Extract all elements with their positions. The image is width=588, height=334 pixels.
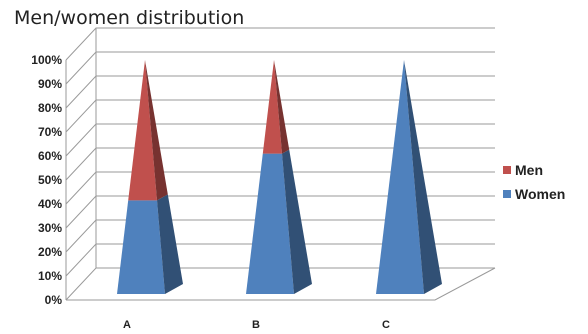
legend-label-men: Men bbox=[515, 162, 543, 178]
gridlines bbox=[65, 27, 496, 301]
segment-side-B-men bbox=[274, 60, 290, 154]
segment-A-men bbox=[128, 60, 157, 201]
x-tick-label: A bbox=[123, 319, 131, 331]
y-tick-label: 10% bbox=[38, 269, 62, 283]
y-tick-label: 0% bbox=[45, 293, 63, 307]
segment-B-men bbox=[262, 60, 282, 154]
segment-A-women bbox=[117, 200, 165, 294]
segment-B-women bbox=[246, 153, 294, 294]
y-tick-label: 60% bbox=[38, 149, 62, 163]
y-tick-label: 70% bbox=[38, 125, 62, 139]
pyramid-B bbox=[246, 60, 312, 294]
y-axis-ticks: 0% 10% 20% 30% 40% 50% 60% 70% 80% 90% 100% bbox=[31, 53, 62, 307]
pyramid-C bbox=[376, 60, 442, 294]
segment-side-B-women bbox=[282, 149, 312, 294]
segment-side-A-women bbox=[157, 194, 183, 294]
legend-label-women: Women bbox=[515, 186, 565, 202]
x-tick-label: B bbox=[252, 319, 260, 331]
y-tick-label: 30% bbox=[38, 221, 62, 235]
segment-side-C-women bbox=[404, 60, 442, 294]
gridline bbox=[65, 51, 495, 85]
segment-C-women bbox=[376, 60, 424, 294]
y-tick-label: 20% bbox=[38, 245, 62, 259]
y-tick-label: 90% bbox=[38, 77, 62, 91]
legend-swatch-women bbox=[503, 190, 511, 198]
segment-side-A-men bbox=[145, 60, 168, 201]
x-axis-ticks: A B C bbox=[123, 319, 390, 331]
chart-title: Men/women distribution bbox=[14, 7, 244, 29]
y-tick-label: 80% bbox=[38, 101, 62, 115]
floor-edge bbox=[66, 267, 496, 301]
y-tick-label: 100% bbox=[31, 53, 62, 67]
legend: Men Women bbox=[503, 162, 565, 202]
legend-swatch-men bbox=[503, 166, 511, 174]
pyramids bbox=[117, 60, 442, 294]
y-tick-label: 50% bbox=[38, 173, 62, 187]
pyramid-A bbox=[117, 60, 183, 294]
gridline bbox=[65, 27, 495, 61]
x-tick-label: C bbox=[382, 319, 390, 331]
y-tick-label: 40% bbox=[38, 197, 62, 211]
